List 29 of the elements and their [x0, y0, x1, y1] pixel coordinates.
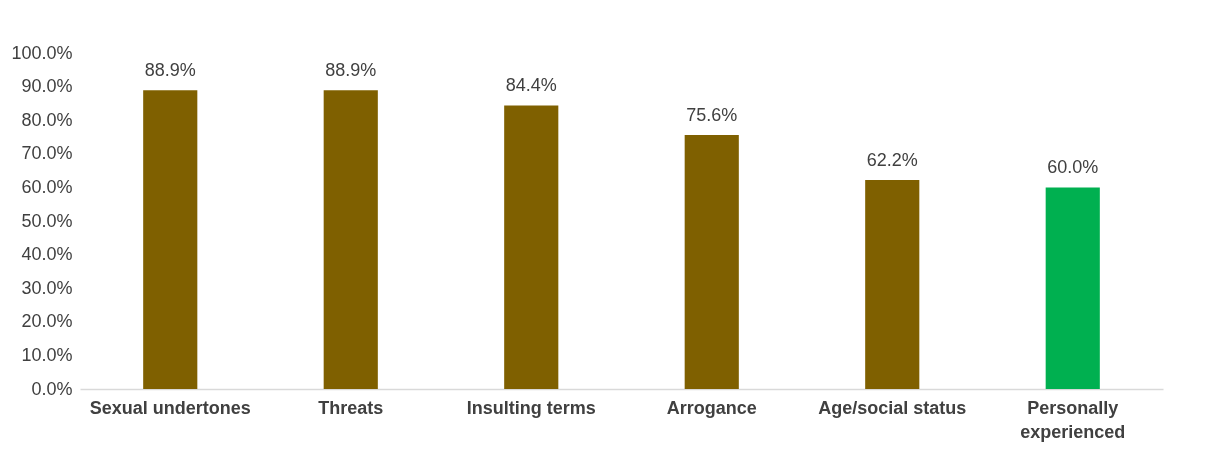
y-tick-label: 70.0% — [21, 143, 73, 164]
bar — [143, 90, 198, 389]
data-label: 62.2% — [866, 150, 918, 171]
bar — [323, 90, 378, 389]
data-label: 84.4% — [505, 75, 557, 96]
y-tick-label: 40.0% — [21, 244, 73, 265]
data-label: 75.6% — [686, 104, 738, 125]
x-tick-label: Arrogance — [666, 397, 757, 418]
data-label: 88.9% — [144, 60, 196, 81]
x-tick-label: Personally experienced — [1020, 397, 1126, 442]
bar — [504, 105, 559, 389]
y-tick-label: 90.0% — [21, 76, 73, 97]
y-tick-label: 0.0% — [31, 378, 73, 399]
y-tick-label: 60.0% — [21, 176, 73, 197]
y-tick-label: 100.0% — [11, 42, 73, 63]
x-tick-label: Age/social status — [818, 397, 967, 418]
data-label: 60.0% — [1047, 157, 1099, 178]
bar — [1045, 187, 1100, 389]
x-tick-label: Threats — [318, 397, 384, 418]
bar — [865, 180, 920, 389]
bar — [684, 134, 739, 389]
y-tick-label: 50.0% — [21, 210, 73, 231]
data-label: 88.9% — [325, 60, 377, 81]
y-tick-label: 80.0% — [21, 109, 73, 130]
x-tick-label: Sexual undertones — [89, 397, 251, 418]
x-tick-label: Insulting terms — [466, 397, 596, 418]
y-tick-label: 30.0% — [21, 277, 73, 298]
y-tick-label: 20.0% — [21, 311, 73, 332]
y-tick-label: 10.0% — [21, 344, 73, 365]
